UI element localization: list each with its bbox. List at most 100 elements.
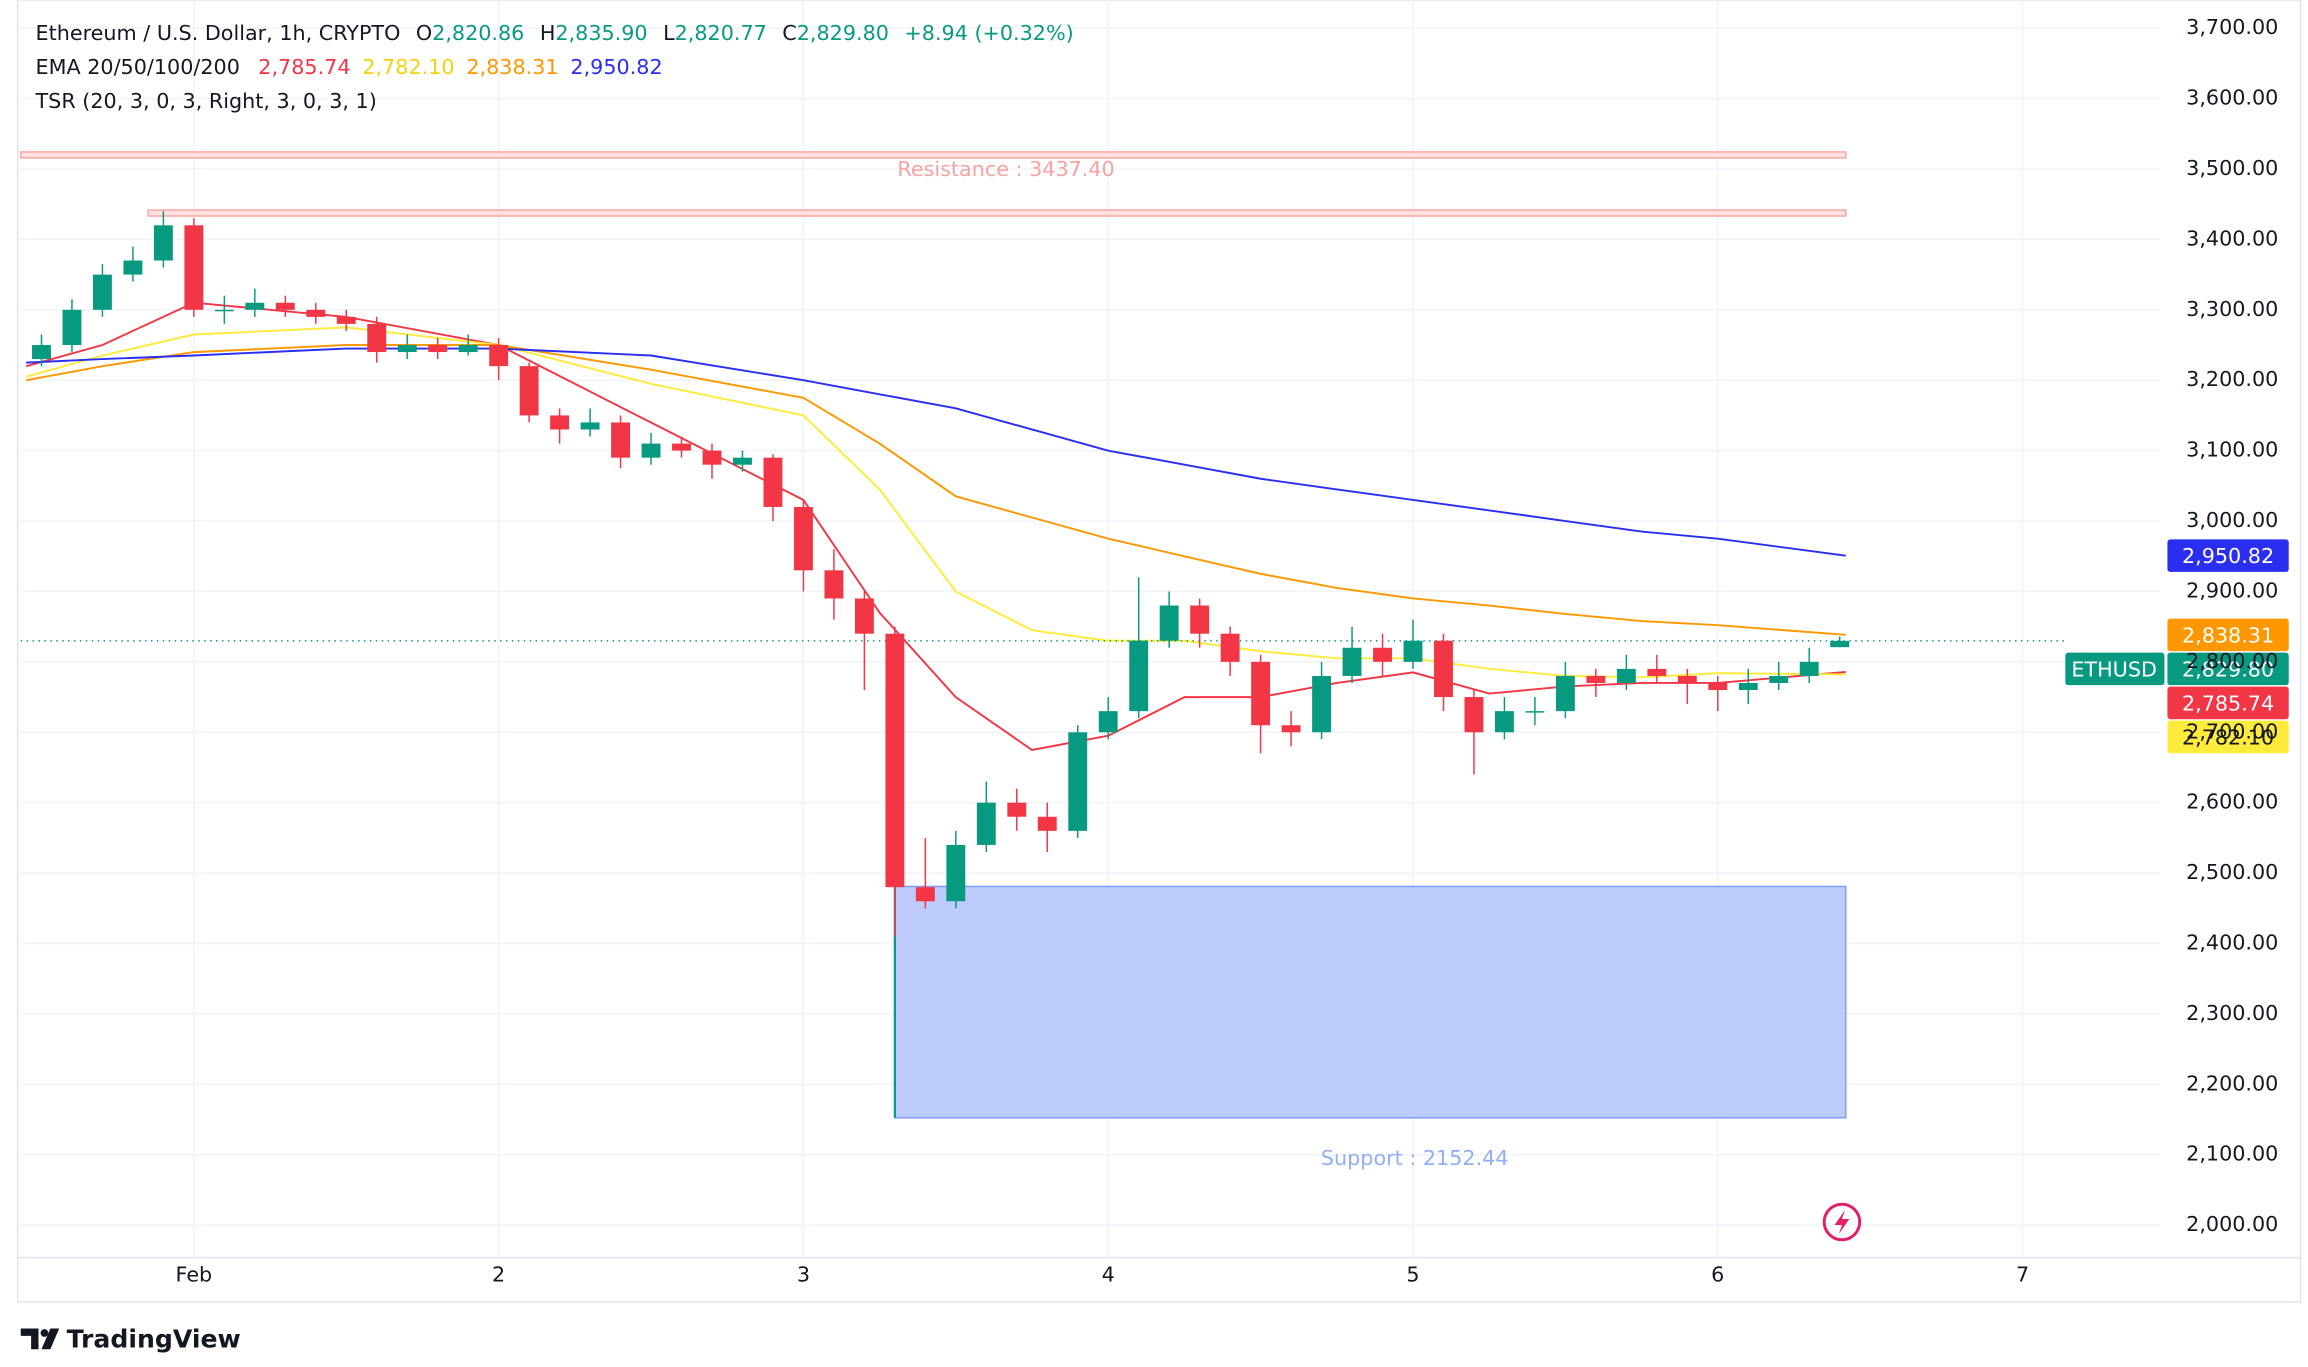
brand-logo: [20, 1328, 60, 1350]
ohlc-value: 2,820.77: [675, 21, 767, 45]
resistance-line: [20, 151, 1847, 159]
x-tick-label: 4: [1102, 1262, 1115, 1286]
price-tag-label: 2,785.74: [2182, 691, 2274, 715]
candle-body: [763, 457, 783, 507]
candle-body: [1586, 675, 1606, 683]
candle-body: [367, 323, 387, 353]
price-tag-label: 2,838.31: [2182, 623, 2274, 647]
candle-body: [306, 309, 326, 317]
candle-body: [519, 366, 539, 416]
y-tick-label: 3,200.00: [2186, 367, 2278, 391]
ohlc-value: 2,820.86: [432, 21, 524, 45]
candle-body: [153, 225, 173, 261]
candle-body: [275, 302, 295, 310]
candle-body: [1799, 661, 1819, 676]
grid: [20, 0, 2161, 1258]
symbol-tag: [2065, 652, 2165, 686]
symbol-tag-label: ETHUSD: [2071, 657, 2157, 681]
y-tick-label: 2,300.00: [2186, 1001, 2278, 1025]
candles: [32, 211, 1850, 937]
candle-body: [885, 633, 905, 888]
candle-body: [32, 345, 51, 360]
candle-body: [946, 844, 966, 902]
x-tick-label: 5: [1406, 1262, 1419, 1286]
candle-body: [1525, 711, 1545, 713]
candle-body: [1007, 802, 1027, 817]
indicator-row: EMA 20/50/100/200 2,785.74 2,782.10 2,838.…: [36, 55, 663, 79]
candle-body: [1220, 633, 1240, 662]
indicator-name: EMA 20/50/100/200: [36, 55, 240, 79]
price-tag-label: 2,950.82: [2182, 544, 2274, 568]
y-tick-label: 3,500.00: [2186, 156, 2278, 180]
candle-body: [1555, 675, 1575, 712]
candle-body: [854, 598, 874, 634]
candle-body: [458, 345, 478, 353]
price-tag-label: 2,782.10: [2182, 725, 2274, 749]
candle-body: [1098, 711, 1118, 733]
candle-body: [92, 274, 112, 310]
candle-body: [397, 345, 417, 353]
x-tick-label: Feb: [176, 1262, 213, 1286]
candle-body: [915, 887, 935, 902]
candle-body: [245, 302, 265, 310]
y-tick-label: 2,400.00: [2186, 930, 2278, 954]
candle-body: [1677, 675, 1697, 683]
ohlc-key: H: [540, 21, 556, 45]
candle-body: [976, 802, 996, 845]
candle-body: [214, 309, 234, 312]
candle-body: [1068, 732, 1088, 831]
candle-body: [824, 570, 844, 599]
candle-body: [336, 316, 356, 324]
candle-body: [1403, 640, 1423, 662]
indicator-value: 2,782.10: [362, 55, 454, 79]
x-tick-label: 3: [797, 1262, 810, 1286]
candle-body: [428, 345, 448, 353]
candle-body: [1373, 647, 1392, 662]
candle-body: [1616, 668, 1636, 683]
candle-body: [733, 457, 752, 465]
candle-body: [580, 422, 600, 430]
indicator-value: 2,838.31: [466, 55, 558, 79]
alert-icon[interactable]: [1822, 1202, 1862, 1242]
price-tag-label: 2,829.80: [2182, 657, 2274, 681]
candle-body: [793, 506, 813, 571]
candle-body: [184, 225, 204, 310]
y-tick-label: 3,600.00: [2186, 86, 2278, 110]
candle-body: [1769, 675, 1789, 683]
price-tag: [2167, 539, 2289, 572]
ohlc-key: O: [416, 21, 432, 45]
ohlc-key: L: [663, 21, 675, 45]
y-tick-label: 3,300.00: [2186, 297, 2278, 321]
y-tick-label: 2,000.00: [2186, 1212, 2278, 1236]
resistance-label: Resistance : 3437.40: [897, 157, 1114, 181]
ohlc-value: 2,835.90: [555, 21, 647, 45]
candle-body: [550, 415, 570, 430]
indicator-value: 2,785.74: [258, 55, 350, 79]
candle-body: [1738, 682, 1758, 691]
candle-body: [1190, 605, 1210, 634]
price-tag: [2167, 720, 2289, 754]
symbol-title: Ethereum / U.S. Dollar, 1h, CRYPTO: [36, 21, 401, 45]
candle-body: [1129, 640, 1149, 712]
candle-body: [1342, 647, 1362, 676]
ohlc-key: C: [782, 21, 796, 45]
price-tag: [2167, 652, 2289, 686]
y-tick-label: 3,400.00: [2186, 226, 2278, 250]
y-tick-label: 2,600.00: [2186, 790, 2278, 814]
y-tick-label: 3,700.00: [2186, 15, 2278, 39]
y-tick-label: 2,700.00: [2186, 719, 2278, 743]
candle-body: [1312, 675, 1332, 733]
y-tick-label: 2,800.00: [2186, 649, 2278, 673]
candle-body: [1464, 697, 1484, 733]
support-label: Support : 2152.44: [1321, 1146, 1509, 1170]
change: +8.94 (+0.32%): [904, 21, 1073, 45]
support-zone: [894, 885, 1847, 1119]
legend-row: Ethereum / U.S. Dollar, 1h, CRYPTO O2,82…: [36, 21, 1074, 45]
indicator-name: TSR (20, 3, 0, 3, Right, 3, 0, 3, 1): [35, 89, 377, 113]
x-tick-label: 6: [1711, 1262, 1724, 1286]
y-tick-label: 2,200.00: [2186, 1071, 2278, 1095]
y-tick-label: 2,500.00: [2186, 860, 2278, 884]
candle-body: [641, 443, 661, 458]
